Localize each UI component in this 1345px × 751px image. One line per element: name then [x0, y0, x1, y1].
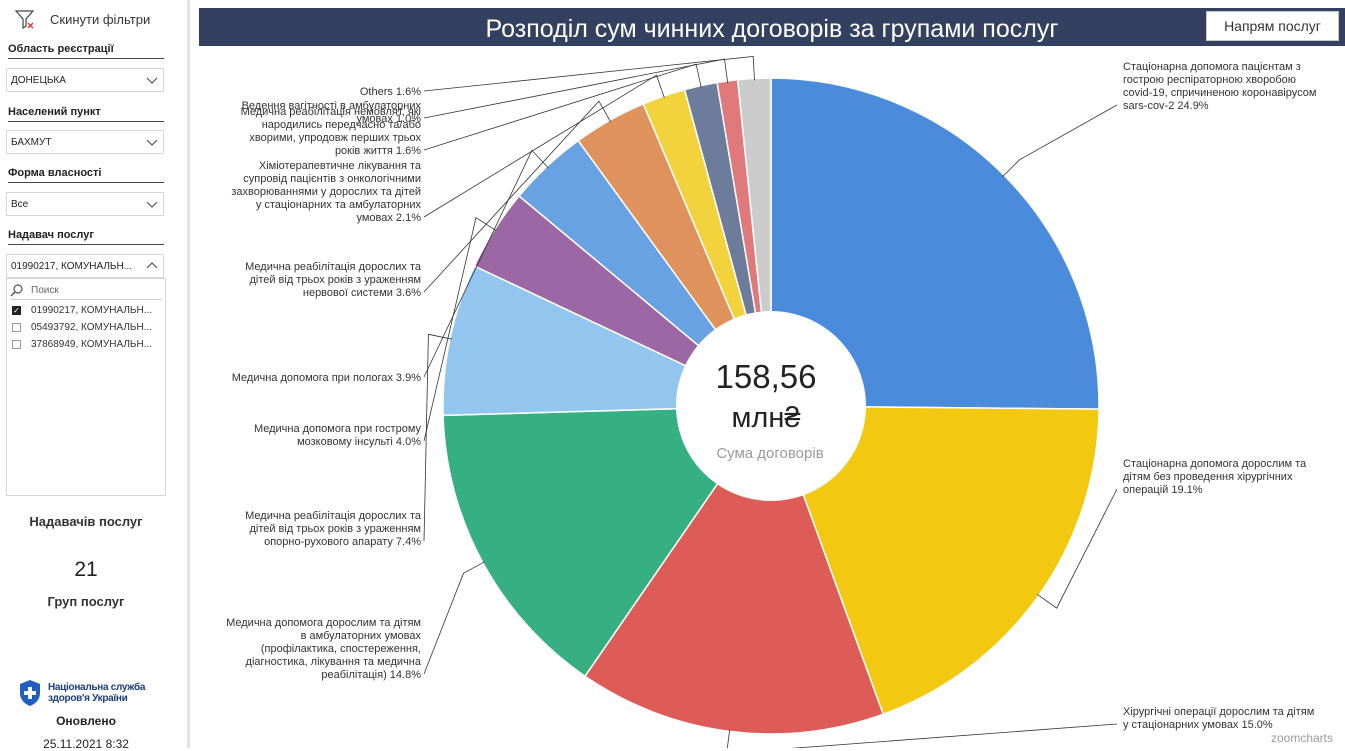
reset-filters-label: Скинути фільтри	[50, 11, 151, 27]
region-dropdown[interactable]: ДОНЕЦЬКА	[6, 68, 164, 92]
kpi-groups-value: 21	[74, 558, 98, 581]
slice-label: Медична допомога при пологах 3.9%	[232, 372, 421, 384]
checkbox-icon[interactable]	[12, 340, 21, 349]
chevron-down-icon	[146, 77, 158, 84]
chart-panel: Розподіл сум чинних договорів за групами…	[199, 8, 1345, 748]
reset-filters-button[interactable]: Скинути фільтри	[14, 8, 150, 30]
leader-line	[423, 63, 702, 151]
total-value: 158,56	[716, 358, 817, 395]
service-direction-button[interactable]: Напрям послуг	[1206, 11, 1339, 41]
slice-label: Медична реабілітація дорослих та дітей ві…	[245, 261, 422, 299]
leader-line	[423, 333, 452, 542]
slice-label: Стаціонарна допомога пацієнтам з гострою …	[1123, 61, 1316, 112]
ownership-dropdown[interactable]: Все	[6, 192, 164, 216]
donut-hole	[676, 311, 866, 501]
leader-line	[423, 100, 612, 293]
filter-sidebar: Скинути фільтри Область реєстрації ДОНЕЦ…	[0, 0, 172, 751]
provider-option-label: 01990217, КОМУНАЛЬН...	[31, 305, 153, 316]
provider-option[interactable]: 05493792, КОМУНАЛЬН...	[12, 322, 164, 333]
filter-label-ownership: Форма власності	[8, 167, 164, 183]
provider-dropdown-value: 01990217, КОМУНАЛЬН...	[11, 260, 133, 272]
leader-line	[423, 58, 729, 119]
checkbox-icon[interactable]	[12, 323, 21, 332]
provider-search[interactable]: Поиск	[10, 284, 59, 297]
slice-label: Хірургічні операції дорослим та дітям у с…	[1123, 706, 1314, 731]
chevron-down-icon	[146, 139, 158, 146]
settlement-dropdown-value: БАХМУТ	[11, 136, 52, 148]
ownership-dropdown-value: Все	[11, 198, 29, 210]
search-divider	[10, 299, 162, 300]
logo-text-line-2: здоров'я України	[48, 693, 128, 704]
kpi-providers-label: Надавачів послуг	[29, 514, 143, 529]
provider-option[interactable]: ✓ 01990217, КОМУНАЛЬН...	[12, 305, 164, 316]
filter-label-settlement: Населений пункт	[8, 106, 164, 122]
chart-header	[199, 8, 1345, 46]
total-unit: млн₴	[731, 402, 800, 434]
leader-line	[423, 74, 665, 218]
zoomcharts-watermark: zoomcharts	[1271, 731, 1333, 745]
slice-label: Медична допомога дорослим та дітям в амбу…	[226, 617, 422, 681]
settlement-dropdown[interactable]: БАХМУТ	[6, 130, 164, 154]
provider-list[interactable]	[6, 278, 166, 496]
total-caption: Сума договорів	[716, 445, 823, 462]
shield-cross-icon	[20, 680, 40, 706]
leader-line	[1002, 104, 1118, 177]
leader-line	[423, 217, 497, 442]
updated-label: Оновлено	[56, 714, 116, 728]
kpi-groups-label: Груп послуг	[47, 594, 125, 609]
updated-value: 25.11.2021 8:32	[43, 737, 129, 751]
provider-dropdown[interactable]: 01990217, КОМУНАЛЬН...	[6, 254, 164, 278]
leader-line	[726, 723, 1118, 748]
slice-label: Ведення вагітності в амбулаторних умовах …	[242, 100, 422, 125]
provider-option[interactable]: 37868949, КОМУНАЛЬН...	[12, 339, 164, 350]
region-dropdown-value: ДОНЕЦЬКА	[11, 74, 66, 86]
chart-title: Розподіл сум чинних договорів за групами…	[485, 15, 1059, 43]
leader-line	[423, 561, 485, 675]
chevron-down-icon	[146, 201, 158, 208]
leader-line	[423, 56, 755, 92]
nszu-logo: Національна служба здоров'я України	[18, 679, 146, 707]
slice-label: Хіміотерапевтичне лікування та супровід п…	[231, 160, 422, 224]
search-placeholder: Поиск	[31, 285, 59, 296]
slice-label: Стаціонарна допомога дорослим та дітям бе…	[1123, 458, 1307, 496]
slice-label: Медична реабілітація немовлят, які народи…	[241, 106, 422, 157]
leader-line	[1036, 488, 1118, 609]
panel-divider	[187, 0, 190, 748]
filter-label-provider: Надавач послуг	[8, 229, 164, 245]
chevron-up-icon	[146, 262, 158, 269]
logo-text-line-1: Національна служба	[48, 682, 146, 693]
slice-label: Медична допомога при гострому мозковому і…	[254, 423, 422, 448]
filter-label-region: Область реєстрації	[8, 43, 164, 59]
slice-label: Медична реабілітація дорослих та дітей ві…	[245, 510, 422, 548]
filter-clear-icon	[14, 10, 35, 30]
provider-option-label: 37868949, КОМУНАЛЬН...	[31, 339, 153, 350]
donut-chart[interactable]: Стаціонарна допомога пацієнтам з гострою …	[199, 8, 1345, 748]
slice-label: Others 1.6%	[360, 86, 421, 98]
provider-option-label: 05493792, КОМУНАЛЬН...	[31, 322, 153, 333]
checkbox-checked-icon[interactable]: ✓	[12, 306, 21, 315]
search-icon	[10, 284, 23, 297]
